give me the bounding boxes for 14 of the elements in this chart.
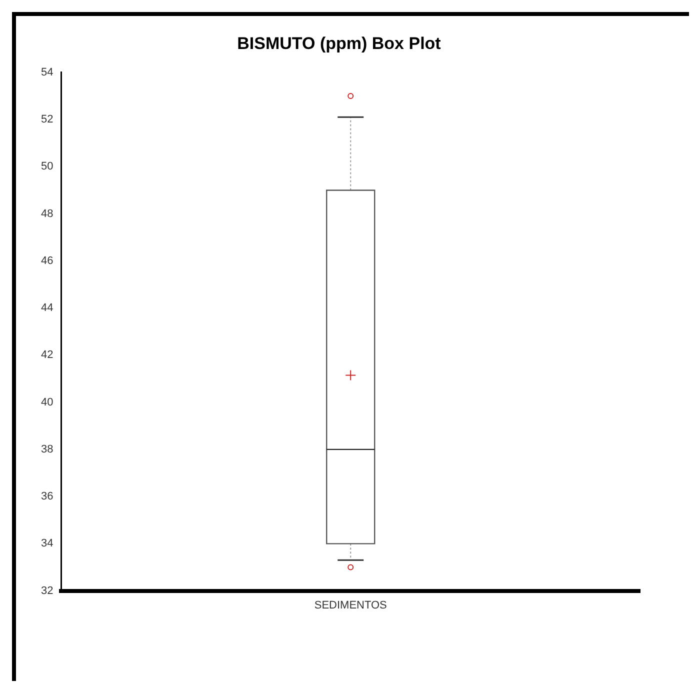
y-tick-label: 42 — [40, 349, 54, 362]
y-tick-label: 36 — [40, 490, 54, 503]
chart-title: BISMUTO (ppm) Box Plot — [237, 34, 442, 53]
y-tick-label: 32 — [40, 584, 54, 597]
y-tick-label: 34 — [40, 538, 54, 550]
y-tick-label: 52 — [40, 114, 54, 126]
y-tick-label: 38 — [40, 443, 54, 456]
y-tick-label: 54 — [40, 66, 54, 78]
y-tick-label: 50 — [40, 160, 54, 173]
y-tick-label: 40 — [40, 396, 54, 408]
x-tick-label: SEDIMENTOS — [314, 599, 387, 612]
y-tick-label: 44 — [40, 302, 54, 314]
y-tick-label: 46 — [40, 254, 54, 267]
y-tick-label: 48 — [40, 208, 54, 220]
